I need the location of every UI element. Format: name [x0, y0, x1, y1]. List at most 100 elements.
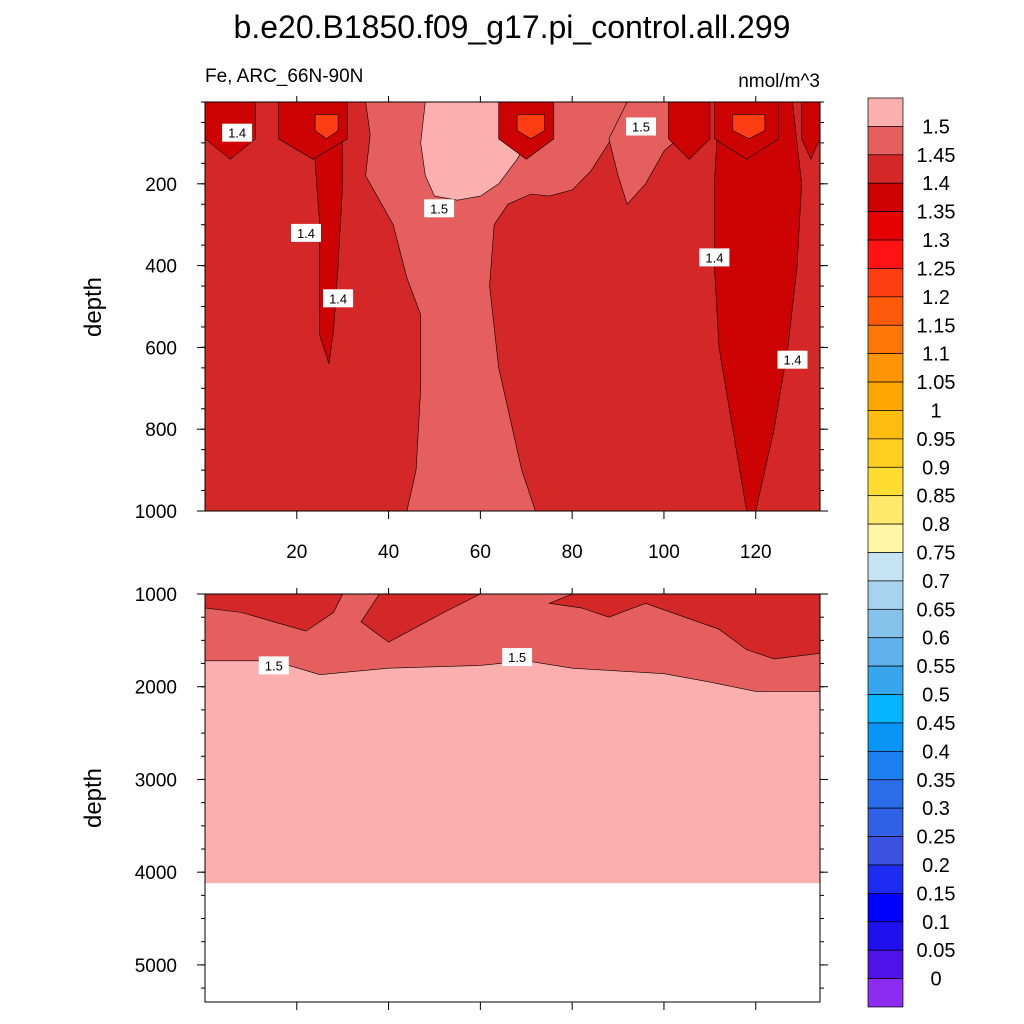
colorbar-swatch — [867, 807, 904, 837]
colorbar-label: 1.4 — [922, 173, 950, 195]
contour-label: 1.4 — [323, 289, 354, 308]
contour-region-1.25 — [314, 114, 339, 140]
contour-label: 1.4 — [222, 123, 253, 142]
colorbar-label: 0.5 — [922, 685, 950, 707]
lower-panel: 1.5 1.5 1000 2000 3000 4000 5000 — [135, 585, 828, 1010]
contour-region-1.35 — [314, 102, 344, 364]
colorbar-swatch — [867, 154, 904, 184]
colorbar-swatch — [867, 921, 904, 951]
contour-label: 1.4 — [291, 223, 321, 242]
x-tick-label: 120 — [740, 542, 772, 563]
y-tick-label: 600 — [145, 338, 177, 359]
y-tick-label: 5000 — [135, 956, 177, 977]
colorbar-label: 0.35 — [917, 770, 956, 792]
colorbar-swatch — [867, 978, 904, 1008]
colorbar-swatch — [867, 466, 904, 497]
contour-region-1.25 — [732, 114, 766, 140]
colorbar-label: 0.05 — [917, 940, 956, 962]
y-tick-label: 800 — [145, 420, 177, 441]
colorbar-swatch — [867, 296, 904, 326]
y-tick-label: 400 — [145, 257, 177, 278]
upper-panel: 1.4 1.4 1.4 1.5 1.5 1.4 1.4 20 40 60 80 100 120 200 40… — [135, 96, 828, 563]
contour-label-box — [258, 656, 289, 675]
upper-ylabel: depth — [80, 277, 107, 337]
y-tick-label: 1000 — [135, 585, 177, 606]
colorbar-swatch — [867, 750, 904, 781]
contour-region-1.25 — [516, 114, 545, 140]
y-tick-label: 2000 — [135, 678, 177, 699]
contour-label-box — [323, 289, 354, 308]
x-tick-label: 60 — [470, 542, 491, 563]
contour-region-1.35 — [668, 102, 711, 160]
contour-label-box — [502, 648, 533, 667]
colorbar-swatch — [867, 580, 904, 610]
colorbar-label: 1.35 — [917, 202, 956, 224]
lower-ylabel: depth — [80, 768, 107, 828]
colorbar-swatch — [867, 239, 904, 269]
contour-label: 1.4 — [777, 350, 808, 369]
colorbar-label: 0.3 — [922, 798, 950, 820]
contour-label-text: 1.5 — [430, 201, 448, 216]
colorbar-swatch — [867, 495, 904, 525]
colorbar-label: 1.05 — [917, 372, 956, 394]
colorbar-swatch — [867, 608, 904, 639]
colorbar-swatch — [867, 694, 904, 724]
colorbar-label: 0.8 — [922, 514, 950, 536]
x-tick-label: 20 — [286, 542, 307, 563]
colorbar-label: 1.15 — [917, 315, 956, 337]
colorbar-swatch — [867, 410, 904, 440]
contour-label: 1.4 — [699, 248, 730, 267]
no-data-region — [205, 883, 820, 1002]
contour-label-box — [222, 123, 253, 142]
y-tick-label: 3000 — [135, 770, 177, 791]
colorbar-swatch — [867, 381, 904, 411]
colorbar-label: 1.2 — [922, 287, 950, 309]
y-tick-label: 1000 — [135, 502, 177, 523]
colorbar-label: 0.6 — [922, 628, 950, 650]
colorbar-label: 0.85 — [917, 486, 956, 508]
contour-label-text: 1.4 — [228, 126, 246, 141]
contour-label: 1.5 — [424, 199, 455, 218]
colorbar-label: 1.3 — [922, 230, 950, 252]
colorbar-label: 0.95 — [917, 429, 956, 451]
colorbar: 1.5 1.45 1.4 1.35 1.3 1.25 1.2 1.15 1.1 1.05 1 0.95… — [867, 97, 956, 1008]
colorbar-swatch — [867, 97, 904, 127]
contour-label-box — [699, 248, 730, 267]
colorbar-label: 0.9 — [922, 457, 950, 479]
colorbar-label: 1 — [930, 400, 941, 422]
contour-label-text: 1.4 — [705, 250, 723, 265]
colorbar-label: 0.15 — [917, 883, 956, 905]
contour-label-box — [626, 117, 656, 136]
colorbar-swatch — [867, 893, 904, 923]
contour-label-text: 1.4 — [783, 353, 801, 368]
contour-region-1.4 — [548, 594, 820, 660]
colorbar-label: 0.7 — [922, 571, 950, 593]
plot-frame — [204, 593, 821, 1003]
contour-label: 1.5 — [258, 656, 289, 675]
colorbar-swatch — [867, 353, 904, 383]
colorbar-swatch — [867, 324, 904, 355]
colorbar-swatch — [867, 722, 904, 752]
contour-region-1.35 — [801, 102, 820, 161]
x-tick-label: 40 — [378, 542, 399, 563]
colorbar-swatch — [867, 438, 904, 468]
contour-label-box — [424, 199, 455, 218]
colorbar-swatch — [867, 637, 904, 667]
colorbar-label: 0.65 — [917, 599, 956, 621]
colorbar-swatch — [867, 779, 904, 809]
contour-label-text: 1.4 — [297, 226, 315, 241]
colorbar-swatch — [867, 268, 904, 298]
y-tick-label: 4000 — [135, 863, 177, 884]
x-tick-label: 80 — [562, 542, 583, 563]
colorbar-label: 0 — [930, 969, 941, 991]
contour-fills — [205, 594, 820, 1002]
colorbar-swatch — [867, 126, 904, 156]
colorbar-swatch — [867, 523, 904, 553]
colorbar-swatch — [867, 182, 904, 212]
contour-label-box — [777, 350, 808, 369]
colorbar-swatch — [867, 665, 904, 695]
colorbar-label: 1.45 — [917, 145, 956, 167]
contour-label-box — [291, 223, 321, 242]
colorbar-label: 0.4 — [922, 741, 950, 763]
